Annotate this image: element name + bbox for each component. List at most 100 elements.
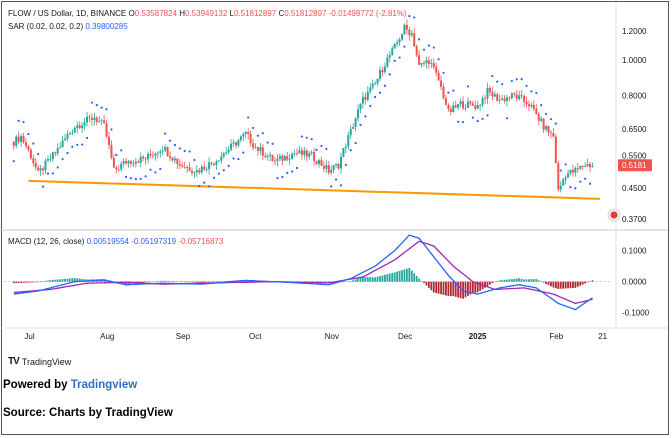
candle-body <box>217 160 220 162</box>
time-axis-label: Aug <box>100 332 114 341</box>
macd-histogram-bar <box>12 281 15 284</box>
candle-body <box>581 165 584 168</box>
macd-histogram-bar <box>440 281 442 295</box>
macd-histogram-bar <box>432 281 435 293</box>
candle-body <box>27 146 30 150</box>
macd-histogram-bar <box>213 281 215 283</box>
sar-dot <box>95 104 98 107</box>
candle-body <box>73 127 76 133</box>
sar-dot <box>61 157 64 161</box>
macd-histogram-bar <box>195 281 198 283</box>
macd-histogram-bar <box>457 281 460 298</box>
candle-body <box>283 156 286 161</box>
macd-histogram-bar <box>581 281 584 285</box>
candle-body <box>493 94 496 97</box>
candle-body <box>100 120 103 122</box>
macd-histogram-bar <box>198 281 201 283</box>
sar-dot <box>525 84 528 87</box>
sar-dot <box>41 185 45 188</box>
macd-line <box>13 234 593 311</box>
sar-dot <box>344 163 347 167</box>
candle-body <box>64 138 67 141</box>
macd-histogram-bar <box>147 281 149 283</box>
candle-body <box>42 168 45 171</box>
macd-histogram-bar <box>459 281 462 299</box>
macd-histogram-bar <box>388 273 391 282</box>
candle-body <box>61 140 64 148</box>
macd-histogram-bar <box>371 277 374 282</box>
candle-body <box>46 159 49 161</box>
sar-dot <box>188 150 191 153</box>
macd-histogram-bar <box>181 281 184 283</box>
macd-histogram-bar <box>445 281 447 296</box>
macd-histogram-bar <box>532 279 535 282</box>
macd-histogram-bar <box>71 278 74 282</box>
close-value: 0.51812897 <box>284 9 327 18</box>
candle-body <box>56 148 59 154</box>
macd-histogram-bar <box>393 272 396 282</box>
low-value: 0.51812897 <box>233 9 277 18</box>
candle-body <box>513 93 516 95</box>
event-flag-icon-center <box>610 211 618 219</box>
candle-body <box>391 48 394 56</box>
sar-dot <box>227 164 230 167</box>
macd-histogram-bar <box>550 281 552 287</box>
candle-body <box>379 70 382 79</box>
candle-body <box>591 165 594 168</box>
macd-histogram-bar <box>584 281 587 284</box>
sar-dot <box>81 143 84 146</box>
macd-histogram-bar <box>112 281 115 282</box>
macd-histogram-bar <box>225 281 228 282</box>
candle-body <box>576 168 579 169</box>
macd-histogram-bar <box>61 279 64 282</box>
macd-histogram-bar <box>476 281 479 293</box>
macd-histogram-bar <box>484 281 486 288</box>
macd-histogram-bar <box>215 281 218 283</box>
macd-histogram-bar <box>183 281 186 283</box>
candle-body <box>454 105 457 108</box>
powered-by-brand[interactable]: Tradingview <box>70 379 138 391</box>
candle-body <box>408 29 411 36</box>
candle-body <box>151 155 154 157</box>
macd-histogram-bar <box>210 281 213 283</box>
macd-histogram-bar <box>420 280 423 282</box>
macd-histogram-bar <box>344 281 347 283</box>
macd-histogram-bar <box>64 278 66 282</box>
sar-dot <box>144 175 147 178</box>
candle-body <box>347 135 350 147</box>
sar-dot <box>286 171 289 174</box>
sar-dot <box>212 176 216 179</box>
candle-body <box>286 156 289 160</box>
candle-body <box>545 126 548 130</box>
sar-dot <box>164 132 167 135</box>
macd-histogram-bar <box>347 281 350 282</box>
candle-body <box>303 150 306 155</box>
sar-dot <box>364 115 367 118</box>
macd-histogram-bar <box>149 281 152 283</box>
macd-histogram-bar <box>51 279 54 282</box>
candle-body <box>510 93 513 99</box>
sar-dot <box>12 160 15 163</box>
candle-body <box>349 128 352 136</box>
candle-body <box>413 33 416 47</box>
macd-histogram-bar <box>386 274 389 282</box>
sar-dot <box>530 90 533 93</box>
candle-body <box>410 33 413 36</box>
sar-dot <box>486 114 489 117</box>
sar-dot <box>271 142 274 145</box>
sar-dot <box>554 122 557 125</box>
macd-histogram-bar <box>503 279 506 282</box>
sar-dot <box>51 172 54 175</box>
candle-body <box>466 101 469 108</box>
candle-body <box>181 165 184 167</box>
candle-body <box>430 63 433 64</box>
candle-body <box>317 160 320 164</box>
macd-histogram-bar <box>537 280 540 282</box>
macd-histogram-bar <box>493 281 496 282</box>
candle-body <box>186 167 189 169</box>
macd-histogram-bar <box>203 281 206 283</box>
candle-body <box>515 94 518 99</box>
macd-histogram-bar <box>366 277 369 282</box>
macd-histogram-bar <box>513 278 516 282</box>
